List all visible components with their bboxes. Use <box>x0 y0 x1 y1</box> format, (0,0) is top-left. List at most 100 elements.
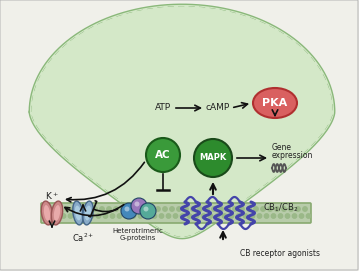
Circle shape <box>135 202 140 207</box>
Text: Ca$^{2+}$: Ca$^{2+}$ <box>72 232 94 244</box>
Circle shape <box>156 207 160 211</box>
Circle shape <box>121 207 125 211</box>
Circle shape <box>75 214 80 218</box>
Circle shape <box>205 207 209 211</box>
Polygon shape <box>32 7 332 236</box>
Circle shape <box>303 207 307 211</box>
Circle shape <box>124 214 129 218</box>
Circle shape <box>233 207 237 211</box>
Circle shape <box>65 207 69 211</box>
Circle shape <box>264 214 269 218</box>
Circle shape <box>145 214 150 218</box>
FancyArrowPatch shape <box>89 201 117 217</box>
Circle shape <box>79 207 83 211</box>
Text: AC: AC <box>155 150 171 160</box>
Circle shape <box>72 207 76 211</box>
Circle shape <box>240 207 244 211</box>
Ellipse shape <box>73 201 83 225</box>
Circle shape <box>159 214 164 218</box>
Circle shape <box>243 214 248 218</box>
Circle shape <box>138 214 143 218</box>
Circle shape <box>51 207 55 211</box>
Circle shape <box>166 214 171 218</box>
Circle shape <box>86 207 90 211</box>
Circle shape <box>103 214 108 218</box>
FancyArrowPatch shape <box>65 205 124 216</box>
Circle shape <box>271 214 276 218</box>
Text: CB$_1$/CB$_2$: CB$_1$/CB$_2$ <box>263 202 298 214</box>
Circle shape <box>146 138 180 172</box>
Circle shape <box>163 207 167 211</box>
Text: ATP: ATP <box>155 104 171 112</box>
Circle shape <box>58 207 62 211</box>
Circle shape <box>177 207 181 211</box>
Text: CB receptor agonists: CB receptor agonists <box>240 249 320 258</box>
Circle shape <box>89 214 94 218</box>
Circle shape <box>68 214 73 218</box>
Circle shape <box>215 214 220 218</box>
Circle shape <box>194 139 232 177</box>
Circle shape <box>131 214 136 218</box>
Text: MAPK: MAPK <box>199 153 227 163</box>
Circle shape <box>268 207 272 211</box>
Circle shape <box>117 214 122 218</box>
FancyBboxPatch shape <box>41 203 311 223</box>
Circle shape <box>212 207 216 211</box>
Circle shape <box>152 214 157 218</box>
Circle shape <box>292 214 297 218</box>
Circle shape <box>278 214 283 218</box>
Ellipse shape <box>51 201 63 225</box>
Circle shape <box>247 207 251 211</box>
Circle shape <box>275 207 279 211</box>
Polygon shape <box>32 7 332 236</box>
Circle shape <box>198 207 202 211</box>
Circle shape <box>254 207 258 211</box>
Circle shape <box>257 214 262 218</box>
Ellipse shape <box>41 201 53 225</box>
Circle shape <box>170 207 174 211</box>
Circle shape <box>191 207 195 211</box>
Circle shape <box>142 207 146 211</box>
Circle shape <box>107 207 111 211</box>
Circle shape <box>201 214 206 218</box>
Circle shape <box>208 214 213 218</box>
Circle shape <box>131 198 147 214</box>
Ellipse shape <box>54 205 60 221</box>
Circle shape <box>149 207 153 211</box>
Circle shape <box>219 207 223 211</box>
Circle shape <box>194 214 199 218</box>
Circle shape <box>128 207 132 211</box>
FancyArrowPatch shape <box>67 162 144 202</box>
Circle shape <box>226 207 230 211</box>
Circle shape <box>100 207 104 211</box>
Text: expression: expression <box>272 151 313 160</box>
Text: Heterotrimeric: Heterotrimeric <box>113 228 163 234</box>
Ellipse shape <box>85 206 91 220</box>
Circle shape <box>114 207 118 211</box>
Circle shape <box>44 207 48 211</box>
Circle shape <box>121 203 137 219</box>
Ellipse shape <box>253 88 297 118</box>
Circle shape <box>306 214 311 218</box>
Circle shape <box>110 214 115 218</box>
Circle shape <box>282 207 286 211</box>
Circle shape <box>93 207 97 211</box>
Circle shape <box>144 207 149 211</box>
Ellipse shape <box>44 205 50 221</box>
Circle shape <box>54 214 59 218</box>
Circle shape <box>261 207 265 211</box>
Circle shape <box>229 214 234 218</box>
Circle shape <box>184 207 188 211</box>
Text: K$^+$: K$^+$ <box>45 190 59 202</box>
Circle shape <box>289 207 293 211</box>
Text: PKA: PKA <box>262 98 288 108</box>
Text: cAMP: cAMP <box>206 104 230 112</box>
Circle shape <box>187 214 192 218</box>
Circle shape <box>299 214 304 218</box>
Circle shape <box>285 214 290 218</box>
Circle shape <box>140 203 156 219</box>
Ellipse shape <box>83 201 93 225</box>
Circle shape <box>173 214 178 218</box>
Circle shape <box>296 207 300 211</box>
Circle shape <box>250 214 255 218</box>
